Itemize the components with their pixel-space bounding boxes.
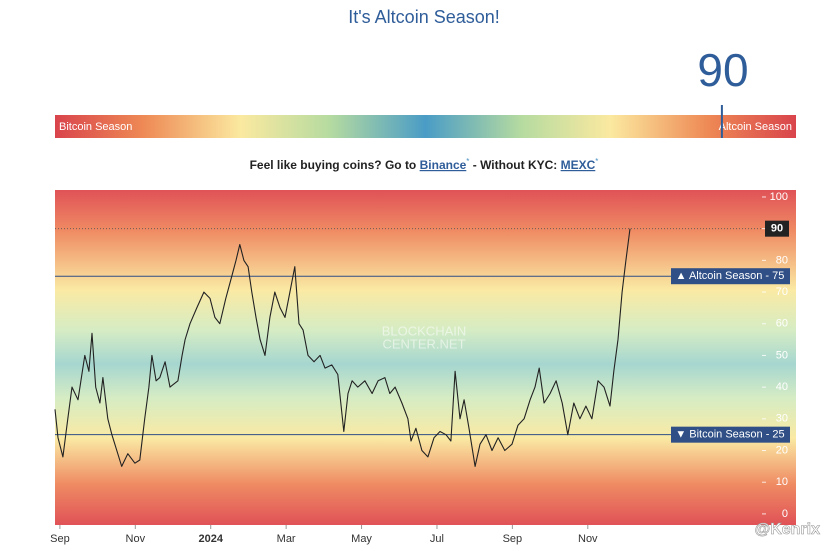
x-tick-label: Nov xyxy=(578,533,598,545)
x-tick-label: May xyxy=(351,533,372,545)
x-tick-label: Mar xyxy=(277,533,296,545)
reference-badge xyxy=(671,426,790,443)
watermark: CENTER.NET xyxy=(382,336,465,351)
y-tick-label: 70 xyxy=(776,286,788,298)
gauge-right-label: Altcoin Season xyxy=(719,121,792,133)
y-tick-label: 0 xyxy=(782,508,788,520)
y-tick-label: 50 xyxy=(776,349,788,361)
mexc-link[interactable]: MEXC xyxy=(561,158,596,172)
corner-watermark: @Kenrix xyxy=(755,521,821,538)
y-tick-label: 60 xyxy=(776,318,788,330)
y-tick-label: 30 xyxy=(776,413,788,425)
current-badge xyxy=(765,220,789,237)
promo-mark: * xyxy=(595,157,598,166)
y-tick-label: 80 xyxy=(776,254,788,266)
x-tick-label: Nov xyxy=(126,533,146,545)
binance-link[interactable]: Binance xyxy=(420,158,467,172)
gauge-value: 90 xyxy=(697,44,748,96)
y-tick-label: 10 xyxy=(776,476,788,488)
y-tick-label: 100 xyxy=(770,191,788,203)
reference-label: ▲ Altcoin Season - 75 xyxy=(676,270,785,282)
watermark: BLOCKCHAIN xyxy=(382,323,467,338)
x-tick-label: 2024 xyxy=(198,533,223,545)
promo-mark: * xyxy=(466,157,469,166)
x-tick-label: Sep xyxy=(503,533,523,545)
promo-text: Feel like buying coins? Go to xyxy=(250,158,420,172)
gauge-left-label: Bitcoin Season xyxy=(59,121,132,133)
promo-text: - Without KYC: xyxy=(469,158,560,172)
reference-label: ▼ Bitcoin Season - 25 xyxy=(675,429,784,441)
promo: Feel like buying coins? Go to Binance* -… xyxy=(250,157,599,172)
title: It's Altcoin Season! xyxy=(348,7,500,27)
plot-background xyxy=(55,190,796,525)
gauge-bar xyxy=(55,115,796,138)
current-label: 90 xyxy=(771,223,783,235)
y-tick-label: 20 xyxy=(776,444,788,456)
y-tick-label: 40 xyxy=(776,381,788,393)
reference-badge xyxy=(671,268,790,285)
x-tick-label: Jul xyxy=(430,533,444,545)
x-tick-label: Sep xyxy=(50,533,70,545)
index-line xyxy=(54,228,631,467)
